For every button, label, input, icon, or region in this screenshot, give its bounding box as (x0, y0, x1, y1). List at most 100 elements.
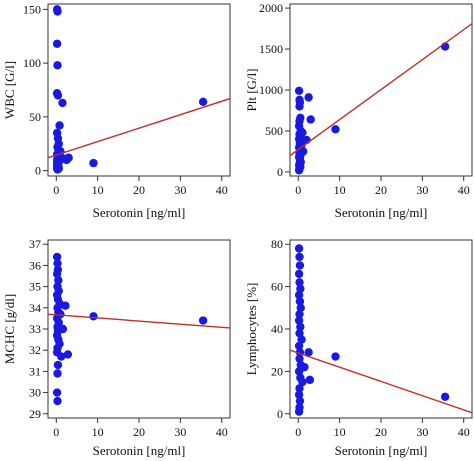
data-point (198, 97, 208, 107)
data-point (306, 115, 315, 124)
data-layer (290, 244, 472, 416)
x-tick-label: 40 (458, 183, 470, 197)
data-point (89, 312, 98, 321)
y-tick-label: 0 (277, 165, 283, 179)
y-tick-label: 0 (277, 407, 283, 421)
y-tick-label: 2000 (259, 1, 283, 15)
x-tick-label: 20 (133, 183, 145, 197)
data-point (57, 352, 66, 361)
data-point (64, 153, 73, 162)
data-point (294, 407, 304, 416)
data-point (198, 316, 208, 325)
regression-line (290, 349, 472, 414)
data-point (52, 39, 62, 48)
data-point (296, 322, 305, 332)
x-tick-label: 30 (416, 183, 428, 197)
data-layer (290, 23, 472, 175)
data-point (300, 362, 309, 372)
data-point (294, 86, 304, 96)
data-point (297, 335, 306, 344)
y-axis-title: MCHC [g/dl] (2, 294, 17, 364)
data-point (53, 396, 62, 406)
data-point (55, 121, 64, 130)
x-tick-label: 40 (458, 425, 470, 439)
y-tick-label: 60 (271, 280, 283, 294)
data-point (58, 98, 67, 108)
y-tick-label: 32 (29, 343, 41, 357)
x-tick-label: 10 (92, 425, 104, 439)
data-point (295, 102, 304, 111)
y-axis-title: Plt [G/l] (244, 69, 259, 112)
data-point (53, 61, 62, 70)
data-point (54, 164, 63, 173)
y-tick-label: 150 (23, 2, 41, 16)
x-tick-label: 0 (53, 183, 59, 197)
data-point (54, 276, 63, 285)
y-axis-title: WBC [G/l] (2, 61, 17, 119)
data-point (295, 354, 304, 363)
y-tick-label: 29 (29, 407, 41, 421)
data-point (331, 352, 340, 361)
y-tick-label: 20 (271, 364, 283, 378)
data-point (295, 278, 304, 287)
y-tick-label: 500 (265, 124, 283, 138)
y-axis-title: Lymphocytes [%] (244, 283, 259, 376)
data-point (63, 350, 73, 359)
data-point (89, 158, 98, 168)
data-point (294, 166, 304, 175)
regression-line (48, 313, 230, 329)
x-tick-label: 10 (92, 183, 104, 197)
plot-frame (47, 239, 231, 419)
y-tick-label: 33 (29, 322, 41, 336)
data-point (52, 269, 62, 279)
data-point (295, 396, 305, 406)
data-point (294, 290, 304, 300)
x-tick-label: 10 (334, 183, 346, 197)
data-point (295, 261, 305, 270)
y-tick-label: 31 (29, 364, 41, 378)
x-tick-label: 0 (295, 183, 301, 197)
data-point (304, 93, 313, 102)
data-layer (48, 5, 230, 174)
y-tick-label: 36 (29, 258, 41, 272)
y-tick-label: 50 (29, 110, 41, 124)
y-tick-label: 0 (35, 164, 41, 178)
x-tick-label: 40 (216, 425, 228, 439)
mchc-chart-panel: 0 10 20 30 40 29 30 31 32 33 34 35 36 37 Serotonin [ng… (2, 237, 231, 458)
y-tick-label: 37 (29, 237, 41, 251)
x-tick-label: 20 (375, 183, 387, 197)
plot-frame (47, 3, 231, 177)
data-point (294, 269, 304, 279)
x-tick-label: 40 (216, 183, 228, 197)
y-tick-label: 40 (271, 322, 283, 336)
data-point (294, 390, 304, 399)
data-point (61, 301, 70, 310)
x-tick-label: 30 (174, 425, 186, 439)
x-tick-label: 30 (174, 183, 186, 197)
data-point (296, 303, 305, 313)
data-point (440, 392, 450, 402)
platelet-chart-panel: 0 10 20 30 40 0 500 1000 1500 2000 Serotonin [ng/m… (244, 1, 473, 220)
data-point (295, 297, 305, 306)
data-point (53, 360, 63, 370)
x-axis-title: Serotonin [ng/ml] (335, 205, 428, 220)
y-tick-label: 30 (29, 386, 41, 400)
data-point (298, 377, 307, 387)
data-point (53, 259, 62, 268)
data-point (52, 252, 62, 262)
x-tick-label: 20 (375, 425, 387, 439)
data-point (304, 348, 313, 357)
y-tick-label: 35 (29, 280, 41, 294)
y-tick-label: 1000 (259, 83, 283, 97)
data-layer (48, 252, 230, 406)
data-point (294, 244, 304, 253)
data-point (305, 375, 315, 385)
regression-line (48, 97, 230, 159)
x-tick-label: 20 (133, 425, 145, 439)
data-point (53, 7, 62, 16)
y-tick-label: 34 (29, 301, 41, 315)
x-axis-title: Serotonin [ng/ml] (335, 443, 428, 458)
data-point (331, 125, 340, 134)
data-point (58, 324, 68, 334)
